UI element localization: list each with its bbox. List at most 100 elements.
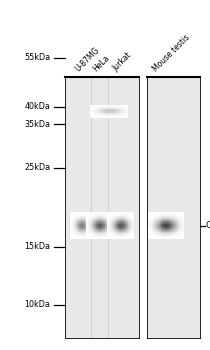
Bar — [166, 237, 167, 238]
Bar — [169, 237, 170, 238]
Bar — [151, 234, 152, 235]
Bar — [155, 217, 156, 218]
Bar — [89, 229, 90, 230]
Bar — [88, 236, 89, 237]
Bar — [111, 212, 112, 213]
Bar — [95, 228, 96, 229]
Bar — [160, 220, 161, 221]
Bar — [148, 223, 149, 224]
Bar — [112, 237, 113, 238]
Bar — [129, 234, 130, 235]
Bar — [104, 107, 105, 108]
Bar — [103, 113, 104, 114]
Bar — [124, 220, 125, 221]
Bar — [174, 215, 175, 216]
Bar — [98, 217, 99, 218]
Bar — [75, 217, 76, 218]
Bar — [91, 218, 92, 219]
Bar — [103, 236, 104, 237]
Bar — [100, 233, 101, 234]
Bar — [110, 216, 111, 217]
Bar — [70, 238, 71, 239]
Bar — [112, 222, 113, 223]
Bar — [183, 217, 184, 218]
Bar — [84, 218, 85, 219]
Bar — [132, 236, 133, 237]
Bar — [123, 236, 124, 237]
Bar — [100, 108, 102, 109]
Bar — [78, 216, 79, 217]
Bar — [119, 228, 120, 229]
Bar — [79, 215, 80, 216]
Bar — [132, 234, 133, 235]
Bar — [181, 233, 182, 234]
Bar — [86, 216, 87, 217]
Bar — [179, 223, 180, 224]
Bar — [180, 232, 181, 233]
Bar — [90, 114, 92, 115]
Bar — [168, 236, 169, 237]
Bar — [96, 216, 97, 217]
Bar — [109, 109, 110, 110]
Bar — [119, 113, 121, 114]
Bar — [106, 238, 107, 239]
Bar — [116, 234, 117, 235]
Bar — [107, 231, 108, 232]
Bar — [122, 231, 123, 232]
Bar — [81, 225, 82, 226]
Bar — [97, 110, 98, 111]
Bar — [133, 230, 134, 231]
Bar — [118, 107, 119, 108]
Bar — [123, 114, 124, 115]
Bar — [173, 231, 174, 232]
Bar — [158, 215, 159, 216]
Bar — [86, 235, 87, 236]
Bar — [124, 115, 126, 116]
Bar — [183, 230, 184, 231]
Bar — [183, 215, 184, 216]
Bar — [112, 229, 113, 230]
Bar — [129, 222, 130, 223]
Bar — [176, 222, 177, 223]
Bar — [179, 217, 180, 218]
Bar — [180, 215, 181, 216]
Bar — [124, 112, 126, 113]
Bar — [151, 220, 152, 221]
Bar — [87, 229, 88, 230]
Bar — [104, 114, 105, 115]
Bar — [77, 215, 78, 216]
Bar — [87, 224, 88, 225]
Bar — [167, 232, 168, 233]
Bar — [163, 218, 164, 219]
Bar — [75, 219, 76, 220]
Bar — [100, 113, 102, 114]
Bar — [90, 226, 91, 227]
Bar — [171, 226, 172, 227]
Bar — [108, 225, 109, 226]
Bar — [82, 229, 83, 230]
Bar — [120, 229, 121, 230]
Bar — [162, 234, 163, 235]
Bar — [110, 222, 111, 223]
Bar — [131, 224, 132, 225]
Bar — [171, 225, 172, 226]
Bar — [166, 222, 167, 223]
Bar — [99, 233, 100, 234]
Bar — [110, 106, 112, 107]
Bar — [128, 232, 129, 233]
Bar — [129, 219, 130, 220]
Bar — [160, 215, 161, 216]
Bar — [161, 237, 162, 238]
Bar — [78, 232, 79, 233]
Bar — [130, 237, 131, 238]
Bar — [178, 215, 179, 216]
Bar — [108, 217, 109, 218]
Bar — [133, 220, 134, 221]
Bar — [112, 234, 113, 235]
Bar — [176, 230, 177, 231]
Bar — [87, 217, 88, 218]
Bar — [109, 222, 110, 223]
Bar — [78, 228, 79, 229]
Bar — [92, 216, 93, 217]
Bar — [167, 236, 168, 237]
